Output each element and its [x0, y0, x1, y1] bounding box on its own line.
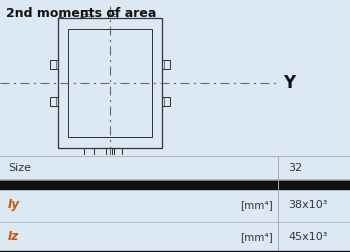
Text: [mm⁴]: [mm⁴]	[240, 232, 273, 242]
Text: Z: Z	[104, 0, 116, 2]
Text: Iz: Iz	[8, 231, 19, 243]
Bar	[108, 10, 117, 18]
Bar	[162, 60, 170, 69]
Text: [mm⁴]: [mm⁴]	[240, 200, 273, 210]
Text: Iy: Iy	[8, 199, 20, 211]
Bar	[84, 148, 94, 156]
Text: 38x10³: 38x10³	[288, 200, 328, 210]
Bar	[106, 148, 114, 162]
Text: 32: 32	[288, 163, 302, 173]
Text: Y: Y	[283, 74, 295, 92]
Text: 2nd moments of area: 2nd moments of area	[6, 7, 156, 20]
Bar	[108, 162, 112, 167]
Bar	[58, 18, 162, 148]
Bar	[162, 97, 170, 106]
Text: Size: Size	[8, 163, 31, 173]
Bar	[50, 60, 58, 69]
Bar	[112, 148, 122, 156]
Bar	[82, 10, 91, 18]
Bar	[50, 97, 58, 106]
Text: 45x10³: 45x10³	[288, 232, 328, 242]
Bar	[68, 29, 152, 137]
